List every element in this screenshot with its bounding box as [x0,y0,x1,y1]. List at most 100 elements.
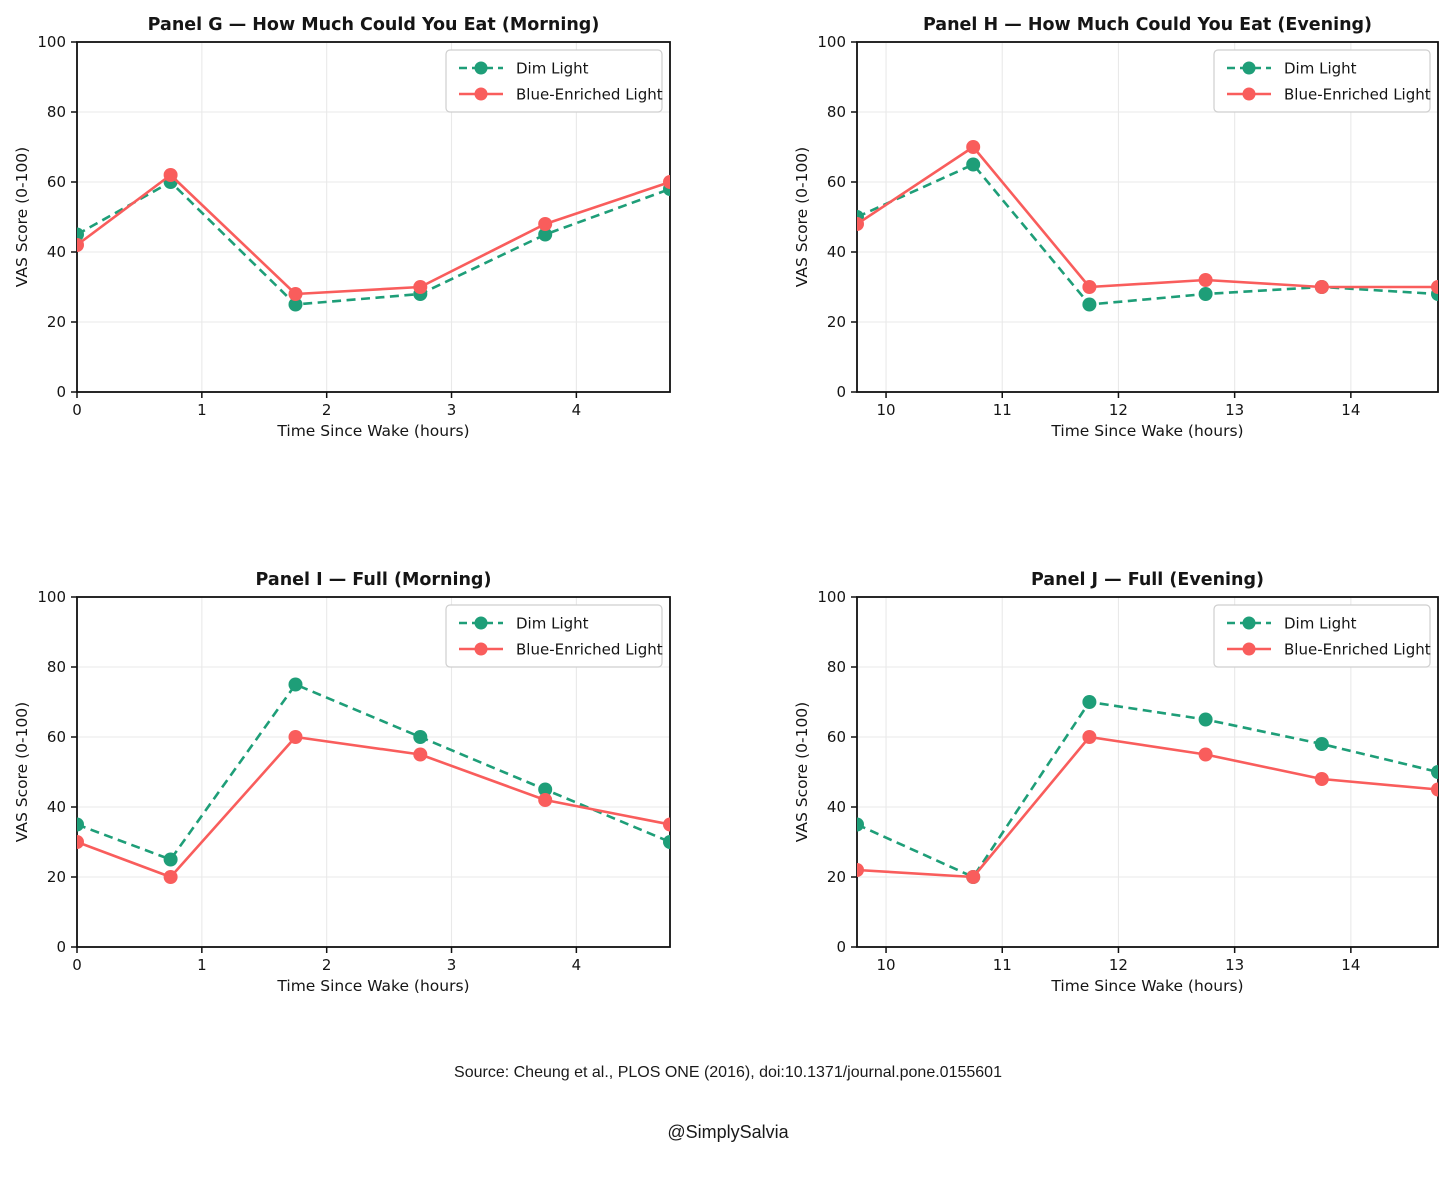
marker-blue-enriched-light [1314,772,1329,786]
x-tick-label: 10 [877,956,896,974]
marker-blue-enriched-light [1431,782,1438,797]
y-tick-label: 20 [47,868,66,886]
y-tick-label: 80 [827,103,846,121]
x-tick-label: 0 [72,956,82,974]
legend-marker-blue-enriched-light [1242,642,1256,656]
marker-dim-light [966,157,981,172]
legend-label: Blue-Enriched Light [516,86,663,104]
x-tick-label: 2 [322,401,332,419]
y-tick-label: 0 [836,383,846,401]
chart-panel-h-container: 10 11 12 13 14 0 20 40 60 80 100 Time Since Wake (h… [728,0,1456,470]
chart-panel-i-container: 0 1 2 3 4 0 20 40 60 80 100 Time Since Wake (hours)… [0,555,728,1025]
legend-marker-blue-enriched-light [1242,87,1256,101]
y-tick-label: 100 [37,588,66,606]
y-tick-label: 40 [827,798,846,816]
marker-blue-enriched-light [857,217,864,231]
y-tick-label: 60 [827,173,846,191]
legend-box [1213,49,1431,113]
line-blue-enriched-light [857,145,1438,289]
x-tick-label: 13 [1225,956,1244,974]
y-tick-label: 80 [827,658,846,676]
line-dim-light [77,180,670,306]
marker-blue-enriched-light [538,793,553,807]
y-tick-label: 100 [817,588,846,606]
y-tick-label: 40 [827,243,846,261]
line-dim-light [857,700,1438,879]
legend-label: Dim Light [516,60,589,78]
y-tick-label: 0 [56,938,66,956]
x-tick-label: 1 [197,956,207,974]
chart-title: Panel I — Full (Morning) [256,570,492,590]
marker-blue-enriched-light [966,870,981,884]
marker-blue-enriched-light [1082,730,1097,744]
chart-panel-g-container: 0 1 2 3 4 0 20 40 60 80 100 Time Since Wake (hours)… [0,0,728,470]
x-tick-label: 1 [197,401,207,419]
y-tick-label: 60 [47,728,66,746]
marker-dim-light [663,835,670,849]
x-axis-label: Time Since Wake (hours) [1050,422,1243,440]
x-tick-label: 11 [993,956,1012,974]
legend-box [1213,604,1431,668]
legend-label: Dim Light [1284,615,1357,633]
marker-blue-enriched-light [413,280,428,294]
y-tick-label: 0 [56,383,66,401]
legend-label: Blue-Enriched Light [1284,86,1431,104]
marker-blue-enriched-light [663,175,670,189]
y-axis-label: VAS Score (0-100) [793,147,811,287]
legend-label: Dim Light [516,615,589,633]
y-tick-label: 80 [47,103,66,121]
legend-marker-blue-enriched-light [474,642,488,656]
line-blue-enriched-light [77,173,670,296]
x-tick-label: 12 [1109,401,1128,419]
marker-dim-light [77,227,84,242]
marker-dim-light [538,782,553,797]
line-dim-light [857,163,1438,306]
y-tick-label: 40 [47,243,66,261]
y-tick-label: 100 [37,33,66,51]
marker-dim-light [288,297,303,312]
chart-title: Panel H — How Much Could You Eat (Evenin… [923,15,1372,35]
marker-blue-enriched-light [1314,280,1329,294]
marker-blue-enriched-light [1431,280,1438,294]
marker-dim-light [413,730,428,744]
y-tick-label: 60 [827,728,846,746]
y-tick-label: 20 [47,313,66,331]
y-tick-label: 60 [47,173,66,191]
y-tick-label: 40 [47,798,66,816]
x-tick-label: 13 [1225,401,1244,419]
y-tick-label: 20 [827,313,846,331]
legend-label: Blue-Enriched Light [1284,641,1431,659]
y-tick-label: 100 [817,33,846,51]
marker-blue-enriched-light [857,863,864,877]
marker-blue-enriched-light [77,835,84,849]
marker-dim-light [1314,737,1329,751]
series-group [857,695,1438,884]
y-tick-label: 20 [827,868,846,886]
marker-dim-light [163,852,178,867]
x-axis-label: Time Since Wake (hours) [276,977,469,995]
x-axis-label: Time Since Wake (hours) [1050,977,1243,995]
y-axis-label: VAS Score (0-100) [13,702,31,842]
legend-marker-dim-light [1242,61,1256,75]
marker-dim-light [857,817,864,832]
marker-dim-light [1082,297,1097,312]
author-handle: @SimplySalvia [667,1122,789,1142]
x-tick-label: 12 [1109,956,1128,974]
legend-marker-dim-light [1242,616,1256,630]
chart-panel-h: 10 11 12 13 14 0 20 40 60 80 100 Time Since Wake (h… [793,15,1439,440]
marker-dim-light [538,227,553,242]
marker-dim-light [1082,695,1097,709]
x-tick-label: 4 [572,401,582,419]
chart-title: Panel J — Full (Evening) [1031,570,1264,590]
x-tick-label: 2 [322,956,332,974]
legend-box [445,604,663,668]
series-group [77,677,670,884]
marker-blue-enriched-light [163,168,178,182]
marker-blue-enriched-light [1198,747,1213,762]
marker-blue-enriched-light [288,287,303,301]
y-tick-label: 0 [836,938,846,956]
x-tick-label: 11 [993,401,1012,419]
y-tick-label: 80 [47,658,66,676]
